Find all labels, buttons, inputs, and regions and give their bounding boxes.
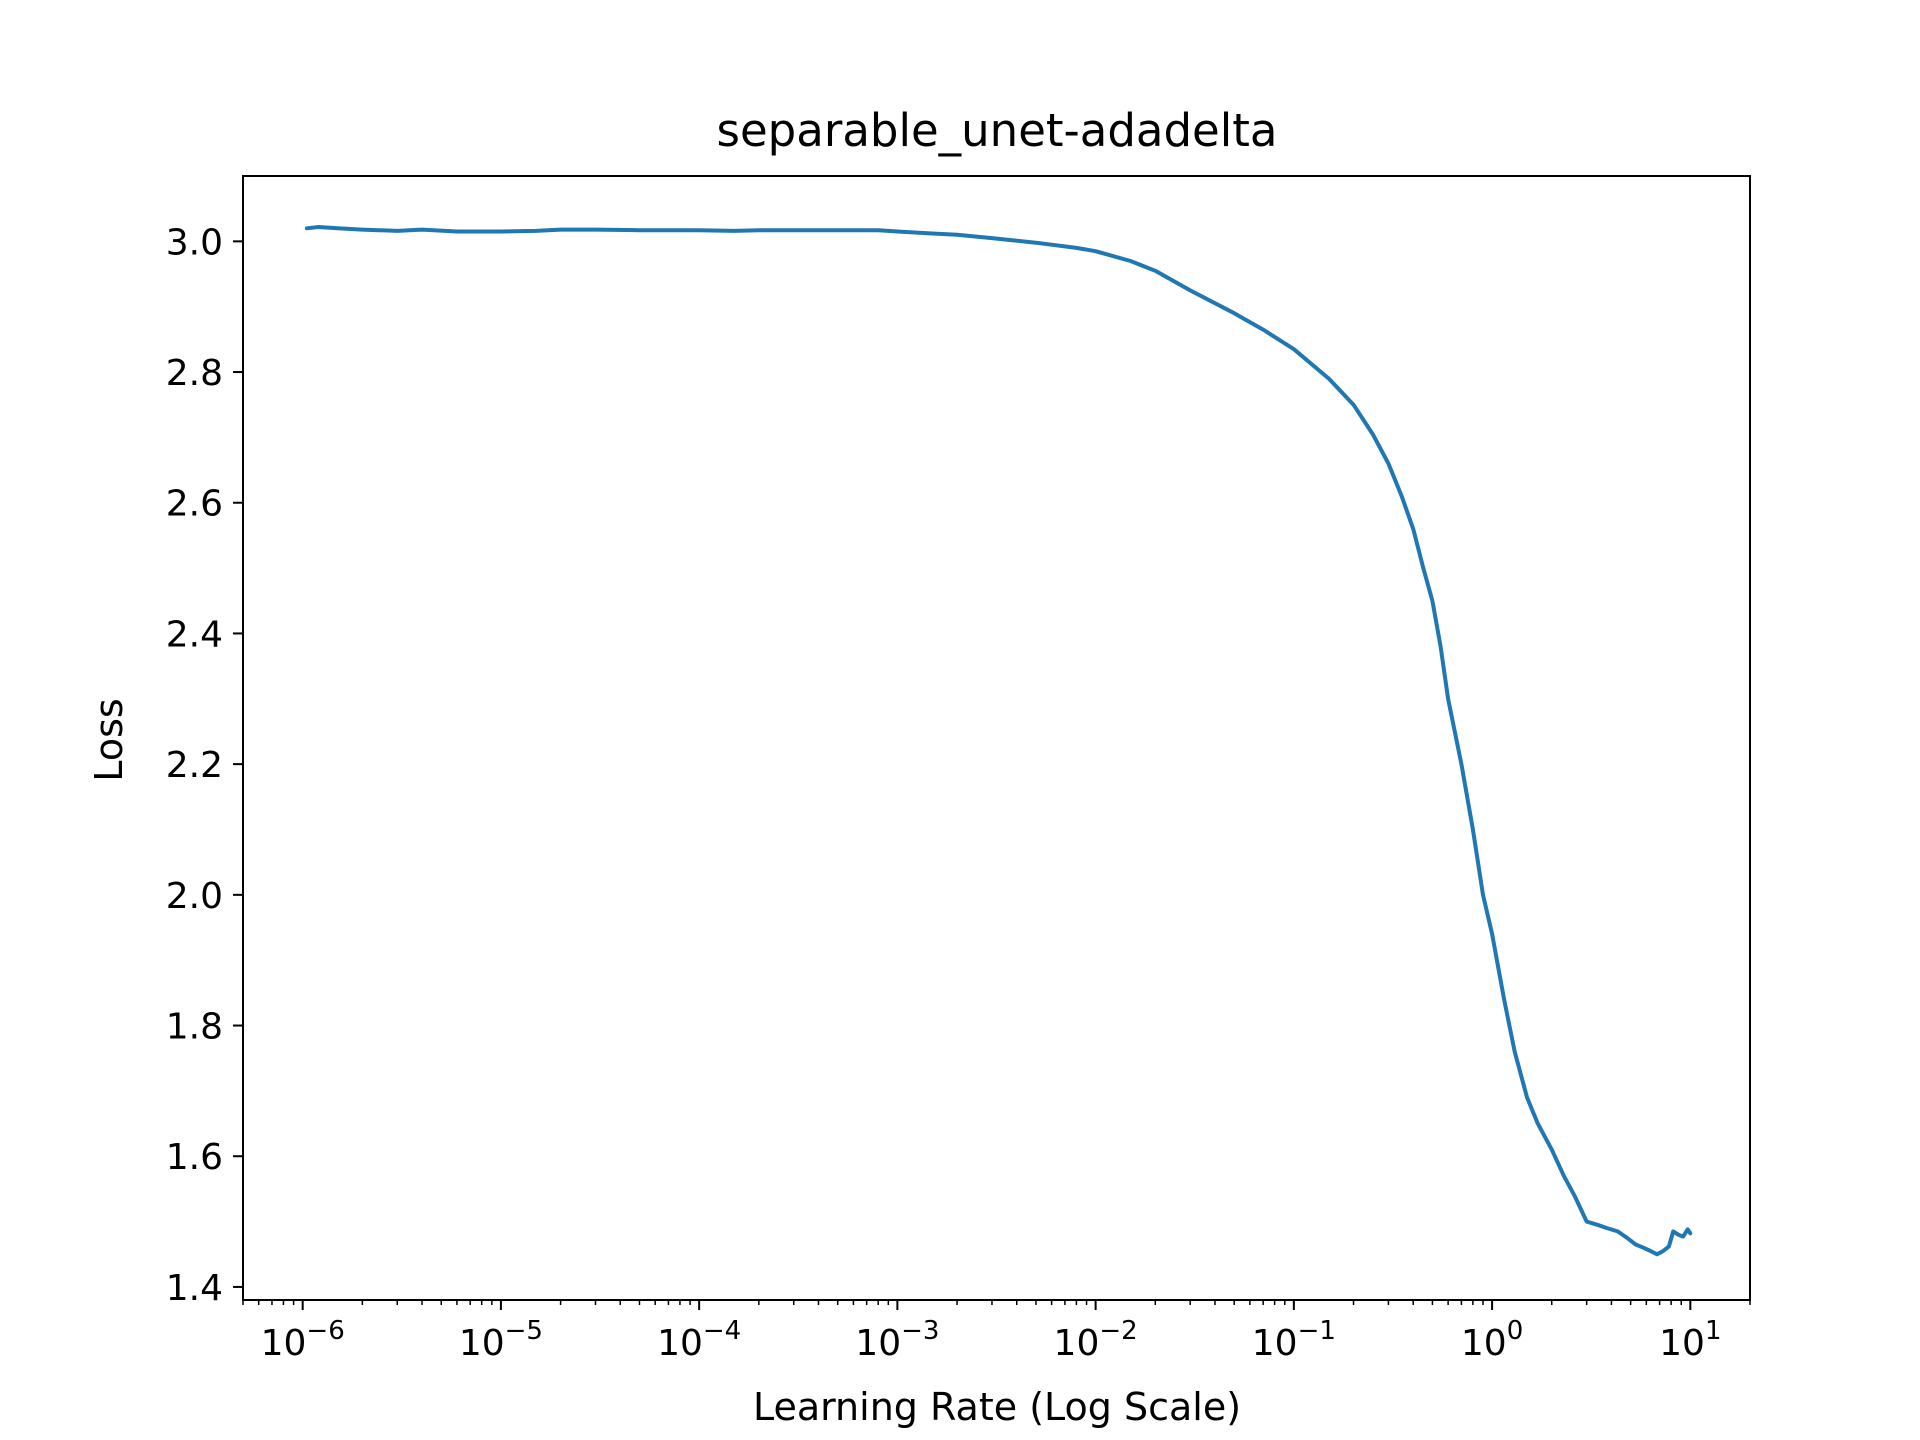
x-tick-label: 100 xyxy=(1461,1316,1523,1364)
y-axis-ticks: 1.4 1.6 1.8 2.0 2.2 2.4 2.6 2.8 3.0 xyxy=(166,222,243,1309)
x-tick-label: 10−3 xyxy=(855,1316,939,1364)
y-tick-label: 2.4 xyxy=(166,614,223,655)
chart-title: separable_unet-adadelta xyxy=(717,104,1278,157)
x-axis-ticks: 10−6 10−5 10−4 10−3 10−2 10−1 100 101 xyxy=(242,1300,1751,1364)
x-tick-label: 10−2 xyxy=(1054,1316,1138,1364)
y-tick-label: 1.8 xyxy=(166,1007,223,1048)
x-tick-label: 10−6 xyxy=(261,1316,345,1364)
y-axis-label: Loss xyxy=(87,698,131,781)
x-tick-label: 101 xyxy=(1659,1316,1721,1364)
x-tick-label: 10−4 xyxy=(657,1316,741,1364)
y-tick-label: 2.2 xyxy=(166,745,223,786)
y-tick-label: 1.6 xyxy=(166,1137,223,1178)
loss-series-line xyxy=(304,225,1693,1257)
y-tick-label: 2.0 xyxy=(166,876,223,917)
axes-frame xyxy=(242,175,1751,1301)
y-tick-label: 3.0 xyxy=(166,222,223,263)
x-axis-label: Learning Rate (Log Scale) xyxy=(753,1385,1241,1429)
x-tick-label: 10−5 xyxy=(459,1316,543,1364)
x-tick-label: 10−1 xyxy=(1252,1316,1336,1364)
y-tick-label: 2.8 xyxy=(166,353,223,394)
y-tick-label: 2.6 xyxy=(166,484,223,525)
y-tick-label: 1.4 xyxy=(166,1268,223,1309)
plot-area xyxy=(304,225,1693,1257)
